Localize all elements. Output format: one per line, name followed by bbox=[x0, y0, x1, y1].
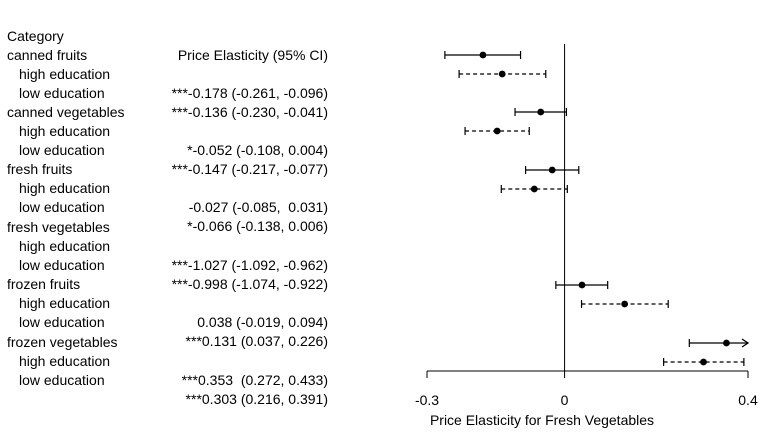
table-row: low education ***0.303 (0.216, 0.391) bbox=[19, 372, 328, 407]
ci-arrow bbox=[741, 338, 750, 348]
table-row: low education ***-0.136 (-0.230, -0.041) bbox=[19, 85, 328, 120]
group-label-frozen-vegetables: frozen vegetables bbox=[7, 334, 118, 350]
x-axis-label: Price Elasticity for Fresh Vegetables bbox=[430, 412, 654, 428]
point-estimate bbox=[479, 51, 487, 59]
group-label-canned-vegetables: canned vegetables bbox=[7, 104, 125, 120]
x-tick-label: 0.4 bbox=[738, 392, 758, 408]
point-estimate bbox=[621, 300, 629, 308]
point-estimate bbox=[578, 281, 586, 289]
table-row: low education ***0.131 (0.037, 0.226) bbox=[19, 314, 328, 349]
group-label-fresh-fruits: fresh fruits bbox=[7, 161, 73, 177]
x-tick-label: 0 bbox=[561, 392, 569, 408]
table-row: high education *-0.052 (-0.108, 0.004) bbox=[19, 123, 328, 158]
header-category: Category bbox=[7, 28, 64, 44]
point-estimate bbox=[498, 70, 506, 78]
table-row: high education -0.027 (-0.085, 0.031) bbox=[19, 180, 328, 215]
elasticity-table: Category Price Elasticity (95% CI) canne… bbox=[0, 0, 340, 441]
table-row: high education ***-0.178 (-0.261, -0.096… bbox=[19, 66, 328, 101]
x-tick-label: -0.3 bbox=[415, 392, 439, 408]
point-estimate bbox=[548, 166, 556, 174]
table-row: high education ***0.353 (0.272, 0.433) bbox=[19, 353, 328, 388]
table-row: low education ***-0.998 (-1.074, -0.922) bbox=[19, 257, 328, 292]
group-label-frozen-fruits: frozen fruits bbox=[7, 276, 81, 292]
table-row: high education 0.038 (-0.019, 0.094) bbox=[19, 295, 328, 330]
group-label-canned-fruits: canned fruits bbox=[7, 47, 88, 63]
point-estimate bbox=[537, 108, 545, 116]
point-estimate bbox=[493, 127, 501, 135]
table-row: low education *-0.066 (-0.138, 0.006) bbox=[19, 199, 328, 234]
table-header: Category Price Elasticity (95% CI) bbox=[0, 8, 340, 63]
point-estimate bbox=[530, 185, 538, 193]
header-price-elasticity: Price Elasticity (95% CI) bbox=[177, 47, 328, 63]
group-label-fresh-vegetables: fresh vegetables bbox=[7, 219, 110, 235]
table-row: low education ***-0.147 (-0.217, -0.077) bbox=[19, 142, 328, 177]
table-row: high education ***-1.027 (-1.092, -0.962… bbox=[19, 238, 328, 273]
point-estimate bbox=[700, 358, 707, 366]
point-estimate bbox=[723, 339, 730, 347]
